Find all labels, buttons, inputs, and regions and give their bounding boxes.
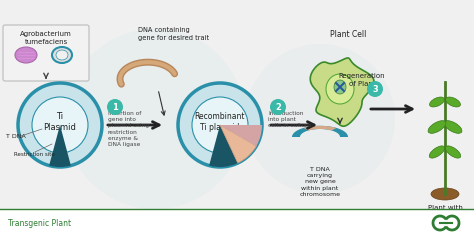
Text: Introduction
into plant
cells in culture: Introduction into plant cells in culture: [268, 111, 311, 128]
Ellipse shape: [326, 74, 354, 104]
Text: Regeneration
of Plant: Regeneration of Plant: [339, 73, 385, 87]
Ellipse shape: [15, 47, 37, 63]
FancyBboxPatch shape: [3, 25, 89, 81]
Wedge shape: [49, 125, 71, 167]
Ellipse shape: [429, 146, 445, 158]
Circle shape: [367, 81, 383, 97]
Text: Transgenic Plant: Transgenic Plant: [8, 219, 71, 228]
Ellipse shape: [445, 146, 461, 158]
Text: Plant with
new trait: Plant with new trait: [428, 205, 463, 219]
Circle shape: [270, 99, 286, 115]
FancyBboxPatch shape: [0, 209, 474, 237]
Ellipse shape: [52, 47, 72, 63]
Ellipse shape: [431, 188, 459, 200]
Text: Restriction site: Restriction site: [14, 151, 55, 156]
Wedge shape: [209, 125, 238, 167]
Text: Agrobacterium
tumefaciens: Agrobacterium tumefaciens: [20, 31, 72, 45]
Circle shape: [192, 97, 248, 153]
Circle shape: [178, 83, 262, 167]
Polygon shape: [310, 58, 374, 126]
Wedge shape: [220, 125, 256, 163]
Circle shape: [32, 97, 88, 153]
Text: Insertion of
gene into
plasmid using
restriction
enzyme &
DNA ligase: Insertion of gene into plasmid using res…: [108, 111, 149, 147]
Text: 1: 1: [112, 102, 118, 111]
Text: DNA containing
gene for desired trait: DNA containing gene for desired trait: [138, 27, 209, 41]
Wedge shape: [220, 125, 262, 146]
Text: Ti
Plasmid: Ti Plasmid: [44, 112, 76, 132]
Text: Recombinant
Ti plasmid: Recombinant Ti plasmid: [195, 112, 245, 132]
Polygon shape: [303, 126, 337, 131]
Circle shape: [107, 99, 123, 115]
Circle shape: [18, 83, 102, 167]
Ellipse shape: [429, 97, 445, 107]
Text: 2: 2: [275, 102, 281, 111]
Ellipse shape: [446, 97, 460, 107]
Text: 3: 3: [372, 85, 378, 94]
Ellipse shape: [334, 80, 346, 94]
Text: Plant Cell: Plant Cell: [330, 30, 366, 39]
Polygon shape: [292, 126, 348, 137]
Ellipse shape: [444, 121, 462, 133]
Circle shape: [65, 29, 245, 209]
Text: T DNA: T DNA: [6, 135, 26, 140]
Text: T DNA
carrying
new gene
within plant
chromosome: T DNA carrying new gene within plant chr…: [300, 167, 340, 197]
Ellipse shape: [56, 50, 68, 60]
Ellipse shape: [428, 121, 446, 133]
Circle shape: [245, 44, 395, 194]
